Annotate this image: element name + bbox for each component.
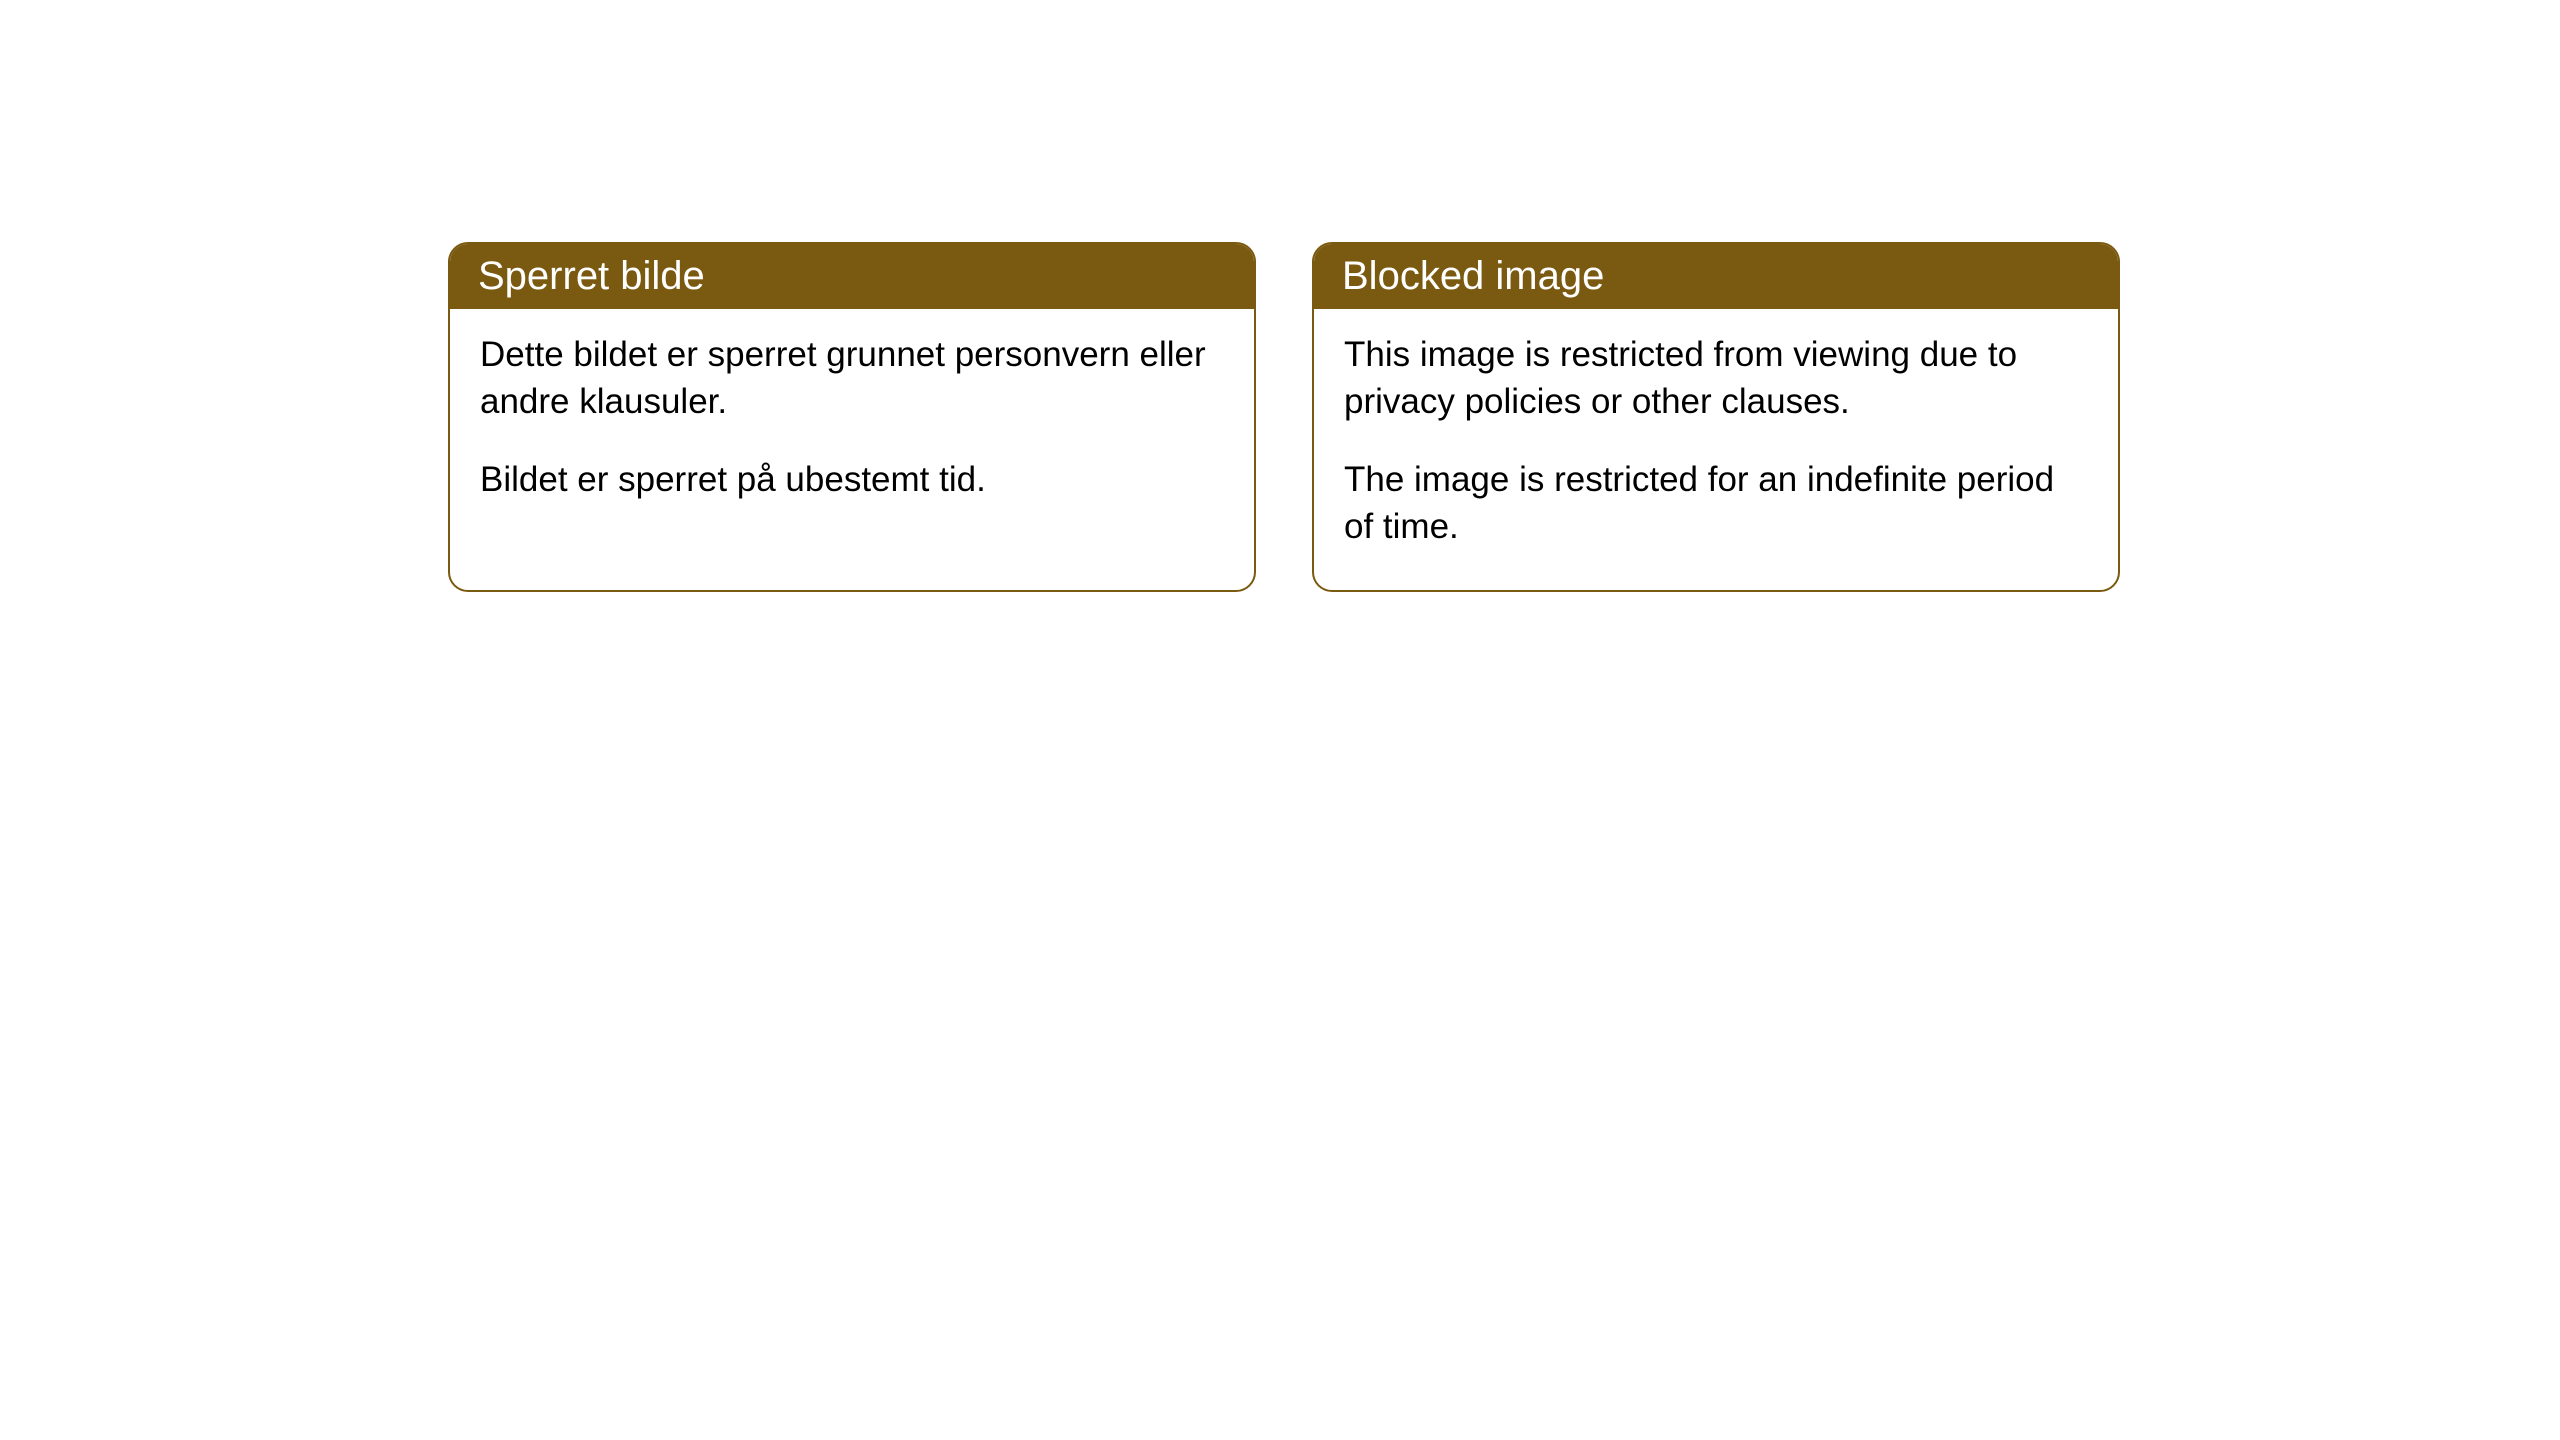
card-paragraph: Dette bildet er sperret grunnet personve… bbox=[480, 331, 1224, 426]
card-paragraph: The image is restricted for an indefinit… bbox=[1344, 456, 2088, 551]
blocked-image-card-norwegian: Sperret bilde Dette bildet er sperret gr… bbox=[448, 242, 1256, 592]
blocked-image-card-english: Blocked image This image is restricted f… bbox=[1312, 242, 2120, 592]
card-body: Dette bildet er sperret grunnet personve… bbox=[450, 309, 1254, 543]
notice-cards-container: Sperret bilde Dette bildet er sperret gr… bbox=[0, 0, 2560, 592]
card-paragraph: Bildet er sperret på ubestemt tid. bbox=[480, 456, 1224, 503]
card-header: Blocked image bbox=[1314, 244, 2118, 309]
card-paragraph: This image is restricted from viewing du… bbox=[1344, 331, 2088, 426]
card-header: Sperret bilde bbox=[450, 244, 1254, 309]
card-body: This image is restricted from viewing du… bbox=[1314, 309, 2118, 590]
